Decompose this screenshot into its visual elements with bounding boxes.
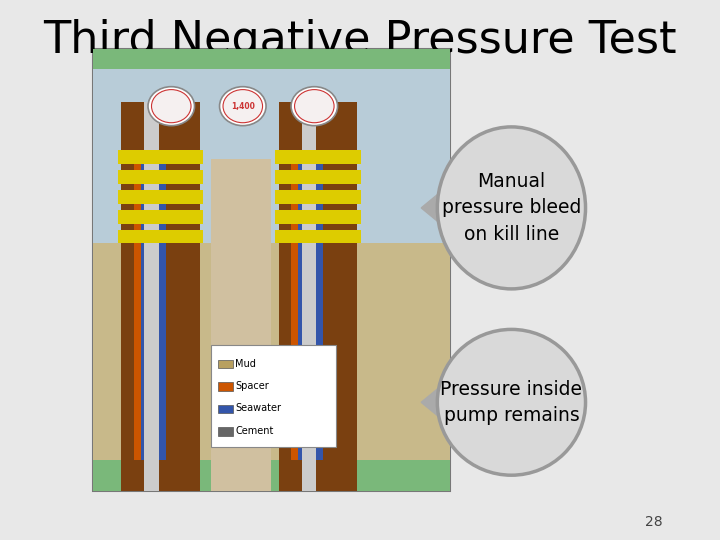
FancyBboxPatch shape [211, 345, 336, 447]
Text: Pressure inside
pump remains: Pressure inside pump remains [441, 380, 582, 425]
FancyBboxPatch shape [279, 102, 357, 491]
FancyBboxPatch shape [298, 151, 323, 461]
FancyBboxPatch shape [275, 171, 361, 184]
Text: Spacer: Spacer [235, 381, 269, 391]
FancyBboxPatch shape [93, 49, 450, 491]
Text: Third Negative Pressure Test: Third Negative Pressure Test [43, 19, 677, 62]
Text: Cement: Cement [235, 426, 274, 436]
Circle shape [220, 87, 266, 126]
Text: 1,400: 1,400 [231, 102, 255, 111]
FancyBboxPatch shape [218, 404, 233, 413]
Ellipse shape [437, 127, 585, 289]
FancyBboxPatch shape [134, 151, 166, 461]
Circle shape [291, 87, 338, 126]
FancyBboxPatch shape [93, 49, 450, 244]
Text: Seawater: Seawater [235, 403, 281, 414]
FancyBboxPatch shape [117, 171, 204, 184]
Circle shape [223, 90, 263, 123]
FancyBboxPatch shape [218, 360, 233, 368]
FancyArrow shape [421, 193, 460, 222]
Text: Mud: Mud [235, 359, 256, 369]
Ellipse shape [437, 329, 585, 475]
FancyBboxPatch shape [218, 382, 233, 391]
FancyBboxPatch shape [117, 210, 204, 224]
Circle shape [151, 90, 191, 123]
FancyBboxPatch shape [93, 244, 450, 491]
Text: 28: 28 [645, 515, 663, 529]
FancyBboxPatch shape [275, 190, 361, 204]
FancyBboxPatch shape [275, 210, 361, 224]
FancyBboxPatch shape [275, 230, 361, 244]
FancyBboxPatch shape [145, 102, 158, 491]
FancyBboxPatch shape [93, 49, 450, 69]
FancyBboxPatch shape [291, 151, 323, 461]
FancyArrow shape [421, 388, 460, 417]
FancyBboxPatch shape [93, 461, 450, 491]
FancyBboxPatch shape [121, 102, 200, 491]
FancyBboxPatch shape [302, 102, 316, 491]
FancyBboxPatch shape [141, 151, 166, 461]
FancyBboxPatch shape [218, 427, 233, 436]
Circle shape [294, 90, 334, 123]
FancyBboxPatch shape [117, 151, 204, 164]
Circle shape [148, 87, 194, 126]
Text: Manual
pressure bleed
on kill line: Manual pressure bleed on kill line [442, 172, 581, 244]
FancyBboxPatch shape [275, 151, 361, 164]
FancyBboxPatch shape [211, 159, 271, 491]
FancyBboxPatch shape [117, 190, 204, 204]
FancyBboxPatch shape [117, 230, 204, 244]
